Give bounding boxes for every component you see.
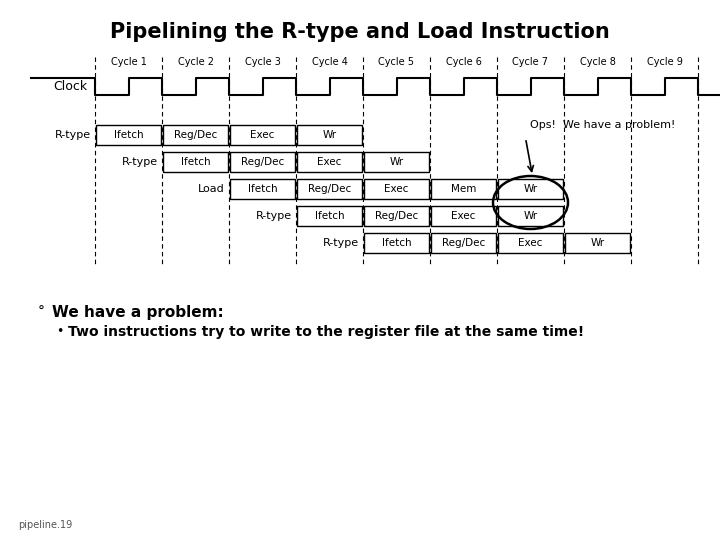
FancyBboxPatch shape [297,179,362,199]
Text: Cycle 7: Cycle 7 [513,57,549,67]
Text: Ifetch: Ifetch [248,184,277,194]
Text: Cycle 5: Cycle 5 [379,57,415,67]
Text: Ifetch: Ifetch [315,211,344,221]
Text: Exec: Exec [318,157,342,167]
FancyBboxPatch shape [364,152,429,172]
Text: Ifetch: Ifetch [114,130,143,140]
Text: R-type: R-type [323,238,359,248]
Text: Cycle 8: Cycle 8 [580,57,616,67]
Text: Ops!  We have a problem!: Ops! We have a problem! [530,120,675,130]
Text: Exec: Exec [251,130,275,140]
Text: Reg/Dec: Reg/Dec [241,157,284,167]
Text: pipeline.19: pipeline.19 [18,520,72,530]
Text: Two instructions try to write to the register file at the same time!: Two instructions try to write to the reg… [68,325,584,339]
Text: Reg/Dec: Reg/Dec [375,211,418,221]
Text: Ifetch: Ifetch [382,238,411,248]
FancyBboxPatch shape [163,152,228,172]
Text: R-type: R-type [55,130,91,140]
FancyBboxPatch shape [498,233,563,253]
Text: °: ° [38,305,45,319]
FancyBboxPatch shape [431,233,496,253]
FancyBboxPatch shape [565,233,630,253]
Text: Clock: Clock [53,79,87,92]
Text: Reg/Dec: Reg/Dec [308,184,351,194]
Text: Wr: Wr [523,184,538,194]
FancyBboxPatch shape [297,125,362,145]
Text: Cycle 6: Cycle 6 [446,57,482,67]
Text: Exec: Exec [384,184,409,194]
FancyBboxPatch shape [431,179,496,199]
Text: Wr: Wr [590,238,605,248]
FancyBboxPatch shape [364,179,429,199]
Text: Cycle 2: Cycle 2 [178,57,214,67]
Text: Ifetch: Ifetch [181,157,210,167]
FancyBboxPatch shape [431,206,496,226]
FancyBboxPatch shape [364,206,429,226]
FancyBboxPatch shape [230,179,295,199]
FancyBboxPatch shape [297,206,362,226]
FancyBboxPatch shape [498,206,563,226]
FancyBboxPatch shape [163,125,228,145]
Text: We have a problem:: We have a problem: [52,305,224,320]
Text: Wr: Wr [523,211,538,221]
Text: Cycle 1: Cycle 1 [111,57,146,67]
Text: R-type: R-type [122,157,158,167]
Text: R-type: R-type [256,211,292,221]
Text: Exec: Exec [518,238,543,248]
FancyBboxPatch shape [230,125,295,145]
Text: Wr: Wr [323,130,336,140]
Text: •: • [56,325,63,338]
FancyBboxPatch shape [230,152,295,172]
Text: Reg/Dec: Reg/Dec [442,238,485,248]
Text: Mem: Mem [451,184,476,194]
Text: Load: Load [198,184,225,194]
FancyBboxPatch shape [96,125,161,145]
FancyBboxPatch shape [297,152,362,172]
FancyBboxPatch shape [498,179,563,199]
Text: Cycle 4: Cycle 4 [312,57,348,67]
Text: Reg/Dec: Reg/Dec [174,130,217,140]
Text: Exec: Exec [451,211,476,221]
Text: Cycle 9: Cycle 9 [647,57,683,67]
Text: Cycle 3: Cycle 3 [245,57,280,67]
FancyBboxPatch shape [364,233,429,253]
Text: Pipelining the R-type and Load Instruction: Pipelining the R-type and Load Instructi… [110,22,610,42]
Text: Wr: Wr [390,157,404,167]
